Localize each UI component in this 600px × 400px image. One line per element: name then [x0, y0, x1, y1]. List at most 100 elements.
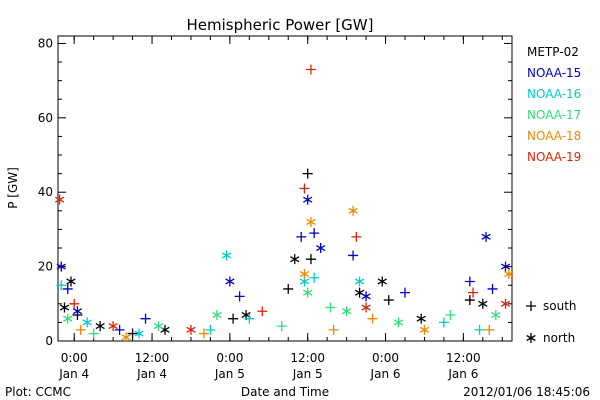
data-point-noaa-19-south	[468, 287, 479, 298]
legend-series-noaa-15: NOAA-15	[527, 66, 581, 80]
data-point-metp-02-north	[416, 313, 426, 324]
data-point-noaa-18-south	[367, 313, 378, 324]
legend-series-noaa-16: NOAA-16	[527, 87, 581, 101]
data-point-noaa-15-south	[62, 283, 73, 294]
x-tick-label-date: Jan 5	[214, 367, 245, 381]
data-point-metp-02-north	[59, 302, 70, 313]
x-axis-label: Date and Time	[241, 385, 329, 399]
data-point-noaa-17-south	[276, 321, 287, 332]
data-point-noaa-16-south	[205, 324, 216, 335]
data-point-noaa-15-north	[316, 243, 326, 254]
data-point-noaa-17-north	[153, 321, 164, 332]
data-point-noaa-19-south	[351, 231, 362, 242]
data-point-metp-02-north	[377, 276, 387, 287]
data-point-noaa-15-south	[399, 287, 410, 298]
legend-series-noaa-18: NOAA-18	[527, 129, 581, 143]
legend-series-noaa-17: NOAA-17	[527, 108, 581, 122]
data-point-noaa-19-north	[500, 298, 511, 309]
legend-marker-south	[526, 301, 536, 311]
data-point-metp-02-south	[305, 254, 316, 265]
data-point-noaa-16-south	[244, 313, 255, 324]
legend-marker-label-north: north	[543, 331, 575, 345]
data-point-noaa-18-north	[306, 216, 316, 227]
y-tick-label: 0	[45, 334, 53, 348]
x-tick-label-time: 0:00	[216, 351, 243, 365]
chart-title: Hemispheric Power [GW]	[187, 16, 374, 34]
x-tick-label-date: Jan 4	[136, 367, 167, 381]
data-point-noaa-16-south	[438, 317, 449, 328]
data-point-metp-02-south	[228, 313, 239, 324]
x-tick-label-date: Jan 6	[370, 367, 401, 381]
data-point-noaa-15-south	[234, 291, 245, 302]
data-point-metp-02-north	[354, 287, 365, 298]
data-point-noaa-19-north	[108, 321, 118, 332]
data-point-noaa-16-north	[354, 276, 365, 287]
data-point-noaa-15-south	[348, 250, 359, 261]
data-point-metp-02-north	[290, 254, 300, 265]
data-point-noaa-15-north	[72, 306, 83, 317]
data-point-metp-02-south	[302, 168, 313, 179]
data-point-noaa-18-south	[328, 324, 339, 335]
data-point-noaa-15-south	[487, 283, 498, 294]
data-point-noaa-17-north	[212, 309, 222, 320]
data-point-noaa-15-south	[309, 228, 320, 239]
data-point-noaa-17-north	[63, 313, 73, 324]
data-point-noaa-18-north	[419, 324, 430, 335]
y-axis-label: P [GW]	[6, 167, 20, 209]
plot-credit: Plot: CCMC	[5, 385, 71, 399]
y-tick-label: 40	[38, 185, 53, 199]
data-point-noaa-15-north	[303, 194, 313, 205]
data-point-noaa-16-north	[134, 328, 144, 339]
data-points	[54, 64, 514, 343]
data-point-noaa-19-south	[299, 183, 310, 194]
legend-marker-label-south: south	[543, 299, 577, 313]
data-point-noaa-17-north	[393, 317, 404, 328]
x-tick-label-time: 0:00	[61, 351, 88, 365]
data-point-metp-02-south	[127, 328, 138, 339]
data-point-noaa-17-north	[491, 309, 501, 320]
x-tick-label-date: Jan 6	[447, 367, 478, 381]
x-tick-label-date: Jan 4	[58, 367, 89, 381]
data-point-noaa-16-north	[221, 250, 232, 261]
data-point-metp-02-north	[66, 276, 76, 287]
data-point-noaa-15-north	[56, 261, 66, 272]
data-point-noaa-15-north	[225, 276, 235, 287]
data-point-metp-02-north	[478, 298, 488, 309]
x-tick-label-time: 12:00	[290, 351, 325, 365]
data-point-noaa-19-south	[305, 64, 316, 75]
data-point-metp-02-north	[95, 321, 105, 332]
y-tick-label: 60	[38, 111, 53, 125]
data-point-noaa-16-south	[56, 280, 67, 291]
data-point-noaa-17-north	[303, 287, 313, 298]
y-tick-label: 20	[38, 260, 53, 274]
data-point-noaa-17-north	[341, 306, 352, 317]
plot-frame	[57, 35, 513, 342]
data-point-noaa-18-north	[504, 269, 514, 280]
data-point-noaa-15-south	[114, 324, 125, 335]
data-point-noaa-18-north	[121, 332, 131, 343]
data-point-noaa-15-south	[296, 231, 307, 242]
legend-series-noaa-19: NOAA-19	[527, 150, 581, 164]
data-point-metp-02-south	[383, 295, 394, 306]
data-point-noaa-18-south	[198, 328, 209, 339]
data-point-noaa-18-north	[348, 205, 358, 216]
x-tick-label-time: 0:00	[372, 351, 399, 365]
data-point-noaa-17-south	[88, 328, 99, 339]
data-point-noaa-19-north	[54, 194, 65, 205]
data-point-noaa-18-south	[484, 324, 495, 335]
axes: 0 20 40 60 80 0:00 Jan 4 12:00 Jan 4 0:00 Jan 5 12:…	[38, 35, 513, 381]
plot-timestamp: 2012/01/06 18:45:06	[463, 385, 590, 399]
data-point-metp-02-south	[464, 295, 475, 306]
x-tick-label-date: Jan 5	[292, 367, 323, 381]
data-point-noaa-15-south	[464, 276, 475, 287]
data-point-noaa-16-north	[82, 317, 92, 328]
data-point-noaa-18-north	[299, 269, 310, 280]
legend-marker-north	[526, 333, 536, 343]
data-point-noaa-16-south	[309, 272, 320, 283]
data-point-noaa-19-south	[257, 306, 268, 317]
data-point-noaa-16-south	[474, 324, 485, 335]
data-point-noaa-17-south	[445, 309, 456, 320]
data-point-metp-02-south	[283, 283, 294, 294]
x-tick-label-time: 12:00	[135, 351, 170, 365]
data-point-noaa-19-north	[361, 302, 371, 313]
